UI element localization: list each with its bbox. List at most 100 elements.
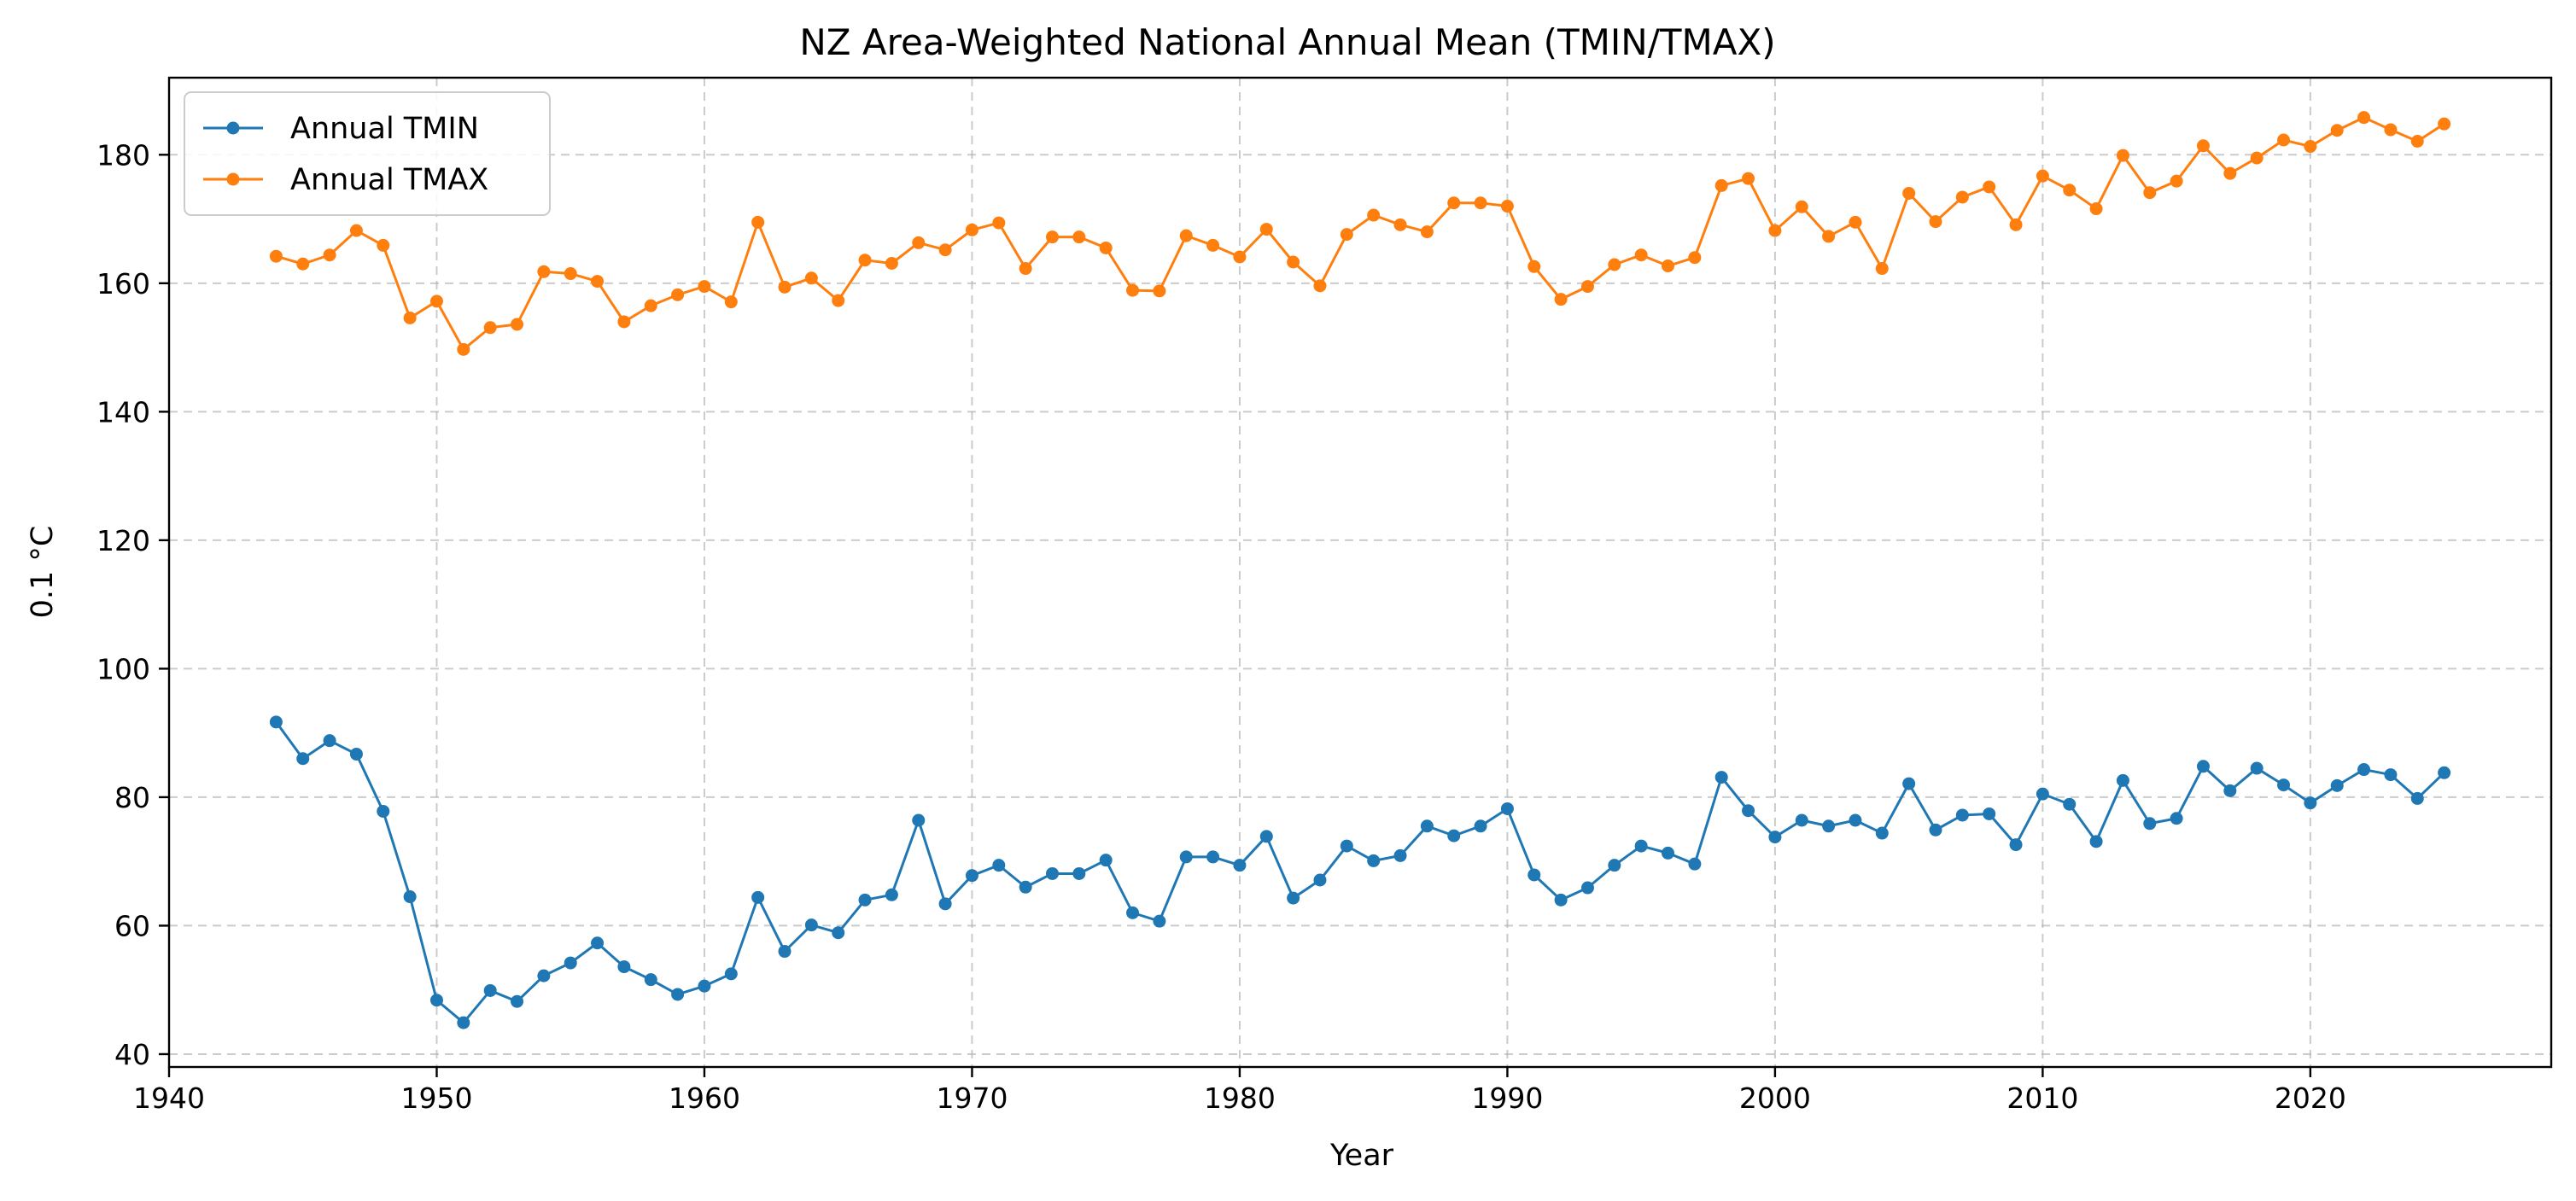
- data-point: [1929, 215, 1942, 229]
- data-point: [778, 280, 791, 294]
- data-point: [751, 890, 765, 904]
- data-point: [1019, 880, 1032, 894]
- plot-frame: [167, 76, 2553, 1069]
- x-tick-label: 1940: [133, 1081, 205, 1115]
- data-point: [1179, 850, 1193, 864]
- data-point: [537, 265, 551, 278]
- data-point: [1955, 808, 1969, 822]
- data-point: [429, 294, 443, 308]
- data-point: [1634, 839, 1648, 853]
- data-point: [912, 236, 926, 249]
- data-point: [858, 254, 872, 267]
- x-tick-label: 1970: [936, 1081, 1008, 1115]
- legend: Annual TMIN Annual TMAX: [184, 91, 551, 216]
- x-tick-label: 1950: [400, 1081, 472, 1115]
- legend-marker: [226, 121, 240, 135]
- data-point: [1233, 250, 1247, 264]
- data-point: [804, 918, 818, 932]
- y-tick-label: 80: [114, 781, 150, 814]
- data-point: [885, 257, 898, 271]
- y-tick-label: 120: [96, 524, 150, 557]
- data-point: [483, 321, 497, 335]
- data-point: [1608, 859, 1621, 872]
- data-point: [1875, 262, 1889, 276]
- data-point: [591, 275, 605, 289]
- y-tick-label: 140: [96, 395, 150, 429]
- chart-title: NZ Area-Weighted National Annual Mean (T…: [799, 21, 1775, 63]
- grid-lines: [168, 78, 2551, 1067]
- data-point: [1367, 208, 1381, 222]
- data-point: [698, 979, 711, 993]
- data-point: [1768, 224, 1782, 237]
- data-point: [1554, 293, 1568, 306]
- data-point: [537, 969, 551, 982]
- data-point: [2410, 135, 2424, 149]
- data-point: [1393, 848, 1407, 862]
- data-point: [1099, 241, 1113, 254]
- data-point: [1955, 190, 1969, 204]
- data-point: [1474, 819, 1487, 833]
- data-point: [1287, 891, 1300, 905]
- x-tick-label: 2000: [1739, 1081, 1811, 1115]
- data-point: [1126, 283, 1140, 297]
- data-point: [1662, 846, 1675, 860]
- data-point: [457, 1016, 470, 1029]
- data-point: [377, 238, 390, 252]
- data-point: [1420, 225, 1434, 239]
- data-point: [2170, 812, 2183, 825]
- y-tick-label: 160: [96, 267, 150, 300]
- data-point: [1688, 251, 1702, 265]
- data-point: [1795, 200, 1808, 213]
- data-point: [2330, 124, 2344, 137]
- data-point: [2009, 218, 2023, 231]
- data-point: [2196, 139, 2210, 153]
- data-point: [2196, 760, 2210, 773]
- data-point: [1447, 829, 1461, 842]
- data-point: [403, 311, 417, 324]
- data-point: [1742, 172, 1755, 185]
- data-point: [671, 288, 685, 301]
- data-point: [296, 752, 310, 766]
- data-point: [992, 216, 1006, 230]
- data-point: [1072, 866, 1086, 880]
- data-point: [832, 294, 845, 307]
- data-point: [2223, 166, 2237, 180]
- legend-label: Annual TMAX: [290, 163, 488, 197]
- legend-marker: [226, 172, 240, 186]
- data-point: [2357, 763, 2371, 777]
- data-point: [1233, 859, 1247, 872]
- data-point: [2410, 791, 2424, 805]
- data-point: [1849, 813, 1862, 827]
- data-point: [751, 215, 765, 229]
- data-point: [2089, 202, 2103, 216]
- data-point: [483, 983, 497, 997]
- data-point: [511, 994, 524, 1008]
- x-tick-label: 2020: [2275, 1081, 2346, 1115]
- series-tmax: [269, 111, 2451, 356]
- data-point: [2036, 787, 2049, 801]
- data-point: [1527, 259, 1541, 273]
- data-point: [403, 890, 417, 904]
- data-point: [349, 224, 363, 237]
- data-point: [377, 804, 390, 818]
- data-point: [1126, 906, 1140, 919]
- data-point: [1580, 280, 1594, 294]
- data-point: [912, 813, 926, 827]
- data-point: [1688, 857, 1702, 871]
- data-point: [2116, 149, 2129, 162]
- data-point: [1768, 831, 1782, 844]
- data-point: [885, 888, 898, 901]
- data-point: [698, 280, 711, 294]
- data-point: [1447, 196, 1461, 210]
- y-axis-label: 0.1 °C: [26, 526, 60, 619]
- data-point: [1367, 854, 1381, 867]
- data-point: [858, 893, 872, 907]
- y-tick-label: 60: [114, 909, 150, 942]
- x-tick-label: 1980: [1204, 1081, 1276, 1115]
- data-point: [1153, 284, 1166, 298]
- data-point: [2089, 835, 2103, 848]
- data-point: [1206, 850, 1220, 864]
- data-point: [349, 747, 363, 761]
- data-point: [1795, 813, 1808, 827]
